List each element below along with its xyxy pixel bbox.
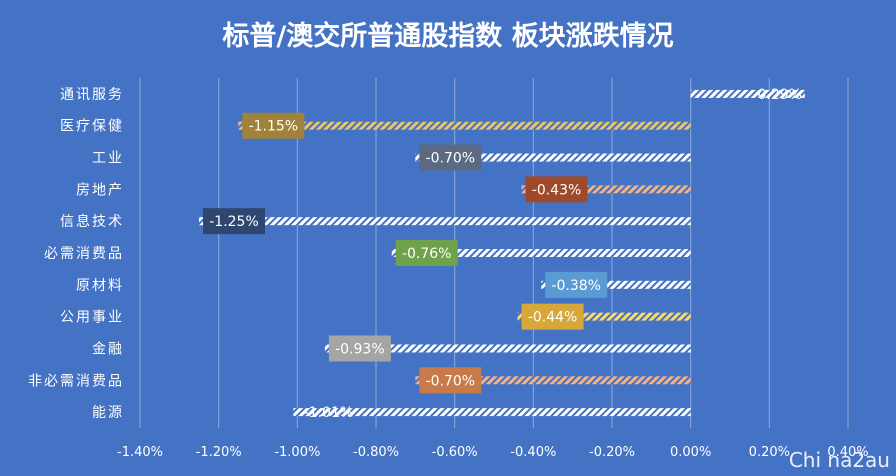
bar xyxy=(690,89,805,98)
category-label: 医疗保健 xyxy=(60,119,124,135)
x-tick-label: -1.00% xyxy=(274,445,320,460)
bar xyxy=(541,280,691,289)
data-label: -0.76% xyxy=(402,246,452,262)
bar xyxy=(293,408,691,417)
x-tick-label: -0.60% xyxy=(432,445,478,460)
data-label: -0.93% xyxy=(335,341,385,357)
x-tick-label: -0.20% xyxy=(589,445,635,460)
category-label: 信息技术 xyxy=(60,213,124,230)
data-label-box xyxy=(328,335,391,362)
bar xyxy=(415,153,691,162)
x-tick-label: -1.20% xyxy=(196,445,242,460)
category-label: 通讯服务 xyxy=(60,87,124,103)
data-label-box xyxy=(525,176,588,203)
watermark: Chi na2au xyxy=(788,448,890,472)
data-label-box xyxy=(419,144,482,171)
x-tick-label: -1.40% xyxy=(117,445,163,460)
data-label-box xyxy=(242,112,305,139)
bar xyxy=(199,217,691,226)
data-label: -1.15% xyxy=(249,119,299,135)
x-tick-label: 0.20% xyxy=(749,445,790,460)
data-label: -0.70% xyxy=(426,373,476,389)
chart-title: 标普/澳交所普通股指数 板块涨跌情况 xyxy=(222,21,674,52)
category-label: 必需消费品 xyxy=(44,246,124,262)
data-label-box xyxy=(419,367,482,394)
data-label-box xyxy=(395,240,458,266)
x-tick-label: 0.40% xyxy=(827,445,868,460)
data-label: 0.29% xyxy=(757,87,801,103)
x-tick-label: -0.80% xyxy=(353,445,399,460)
x-tick-label: -0.40% xyxy=(510,445,556,460)
category-label: 金融 xyxy=(92,341,124,357)
category-label: 原材料 xyxy=(76,278,124,294)
data-label: -0.38% xyxy=(551,278,601,294)
bar xyxy=(415,376,691,385)
category-label: 工业 xyxy=(92,151,124,167)
category-label: 非必需消费品 xyxy=(28,373,124,389)
data-label-box xyxy=(521,303,584,330)
bar xyxy=(324,344,691,353)
data-label: -0.44% xyxy=(528,310,578,326)
bar xyxy=(517,312,691,321)
category-label: 公用事业 xyxy=(60,310,124,326)
bar xyxy=(391,249,691,257)
category-label: 能源 xyxy=(92,405,124,421)
category-label: 房地产 xyxy=(76,182,124,198)
data-label: -1.25% xyxy=(209,214,259,230)
data-label: -0.70% xyxy=(426,151,476,167)
data-label-box xyxy=(545,271,608,298)
data-label-box xyxy=(203,208,265,235)
data-label: -1.01% xyxy=(304,405,354,421)
data-label: -0.43% xyxy=(532,182,582,198)
bar xyxy=(238,121,691,130)
x-tick-label: 0.00% xyxy=(670,445,711,460)
bar xyxy=(521,185,691,194)
